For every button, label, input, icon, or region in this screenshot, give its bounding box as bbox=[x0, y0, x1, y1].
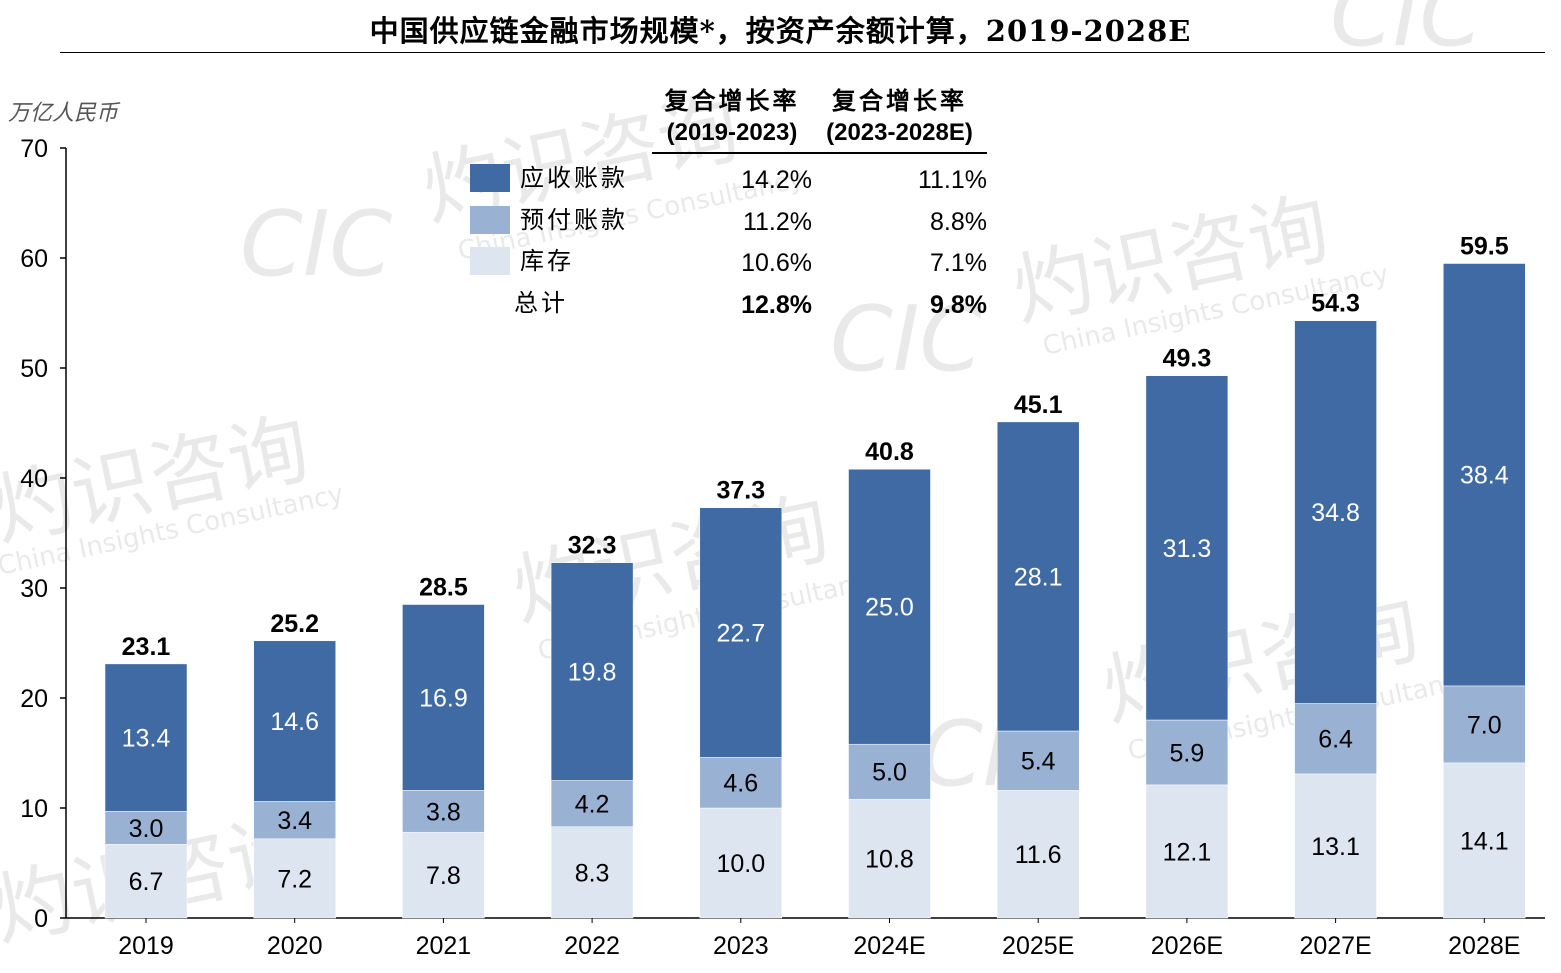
data-label-receivables: 19.8 bbox=[568, 659, 617, 687]
bar-segment-prepayments bbox=[996, 730, 1080, 791]
total-label: 54.3 bbox=[1311, 290, 1360, 318]
x-tick-label: 2023 bbox=[713, 932, 769, 960]
bar-segment-inventory bbox=[699, 807, 783, 919]
x-tick-label: 2021 bbox=[416, 932, 472, 960]
data-label-receivables: 14.6 bbox=[270, 708, 319, 736]
bar-segment-inventory bbox=[1443, 762, 1526, 919]
x-tick-label: 2024E bbox=[853, 932, 925, 960]
bar-segment-inventory bbox=[104, 844, 188, 919]
data-label-inventory: 7.2 bbox=[277, 865, 312, 893]
data-label-inventory: 11.6 bbox=[1015, 841, 1062, 869]
total-label: 28.5 bbox=[419, 574, 468, 602]
bar-segment-prepayments bbox=[699, 757, 783, 809]
bar-segment-receivables bbox=[1443, 263, 1526, 687]
total-label: 40.8 bbox=[865, 438, 914, 466]
x-tick-label: 2022 bbox=[564, 932, 620, 960]
y-tick-label: 20 bbox=[20, 685, 48, 713]
y-axis-label: 万亿人民币 bbox=[8, 101, 121, 126]
data-label-inventory: 14.1 bbox=[1460, 827, 1509, 855]
total-label: 37.3 bbox=[716, 477, 765, 505]
data-label-receivables: 25.0 bbox=[865, 594, 914, 622]
watermark-logo: CIC bbox=[240, 192, 392, 297]
data-label-prepayments: 4.6 bbox=[723, 770, 758, 798]
bar-segment-receivables bbox=[699, 507, 783, 758]
total-label: 45.1 bbox=[1014, 391, 1063, 419]
bar-segment-receivables bbox=[848, 468, 931, 745]
bar-segment-receivables bbox=[1294, 320, 1377, 704]
data-label-prepayments: 6.4 bbox=[1318, 726, 1353, 754]
bar-segment-receivables bbox=[253, 640, 336, 802]
data-label-prepayments: 7.0 bbox=[1467, 711, 1502, 739]
data-label-inventory: 6.7 bbox=[129, 868, 164, 896]
data-label-receivables: 16.9 bbox=[419, 684, 468, 712]
bar-segment-prepayments bbox=[550, 780, 634, 827]
y-tick-label: 40 bbox=[20, 465, 48, 493]
data-label-prepayments: 4.2 bbox=[575, 791, 610, 819]
y-tick-label: 70 bbox=[20, 135, 48, 163]
y-tick-label: 60 bbox=[20, 245, 48, 273]
bar-segment-inventory bbox=[996, 790, 1080, 919]
bar-segment-inventory bbox=[253, 838, 336, 919]
bar-segment-prepayments bbox=[1443, 685, 1526, 764]
data-label-receivables: 38.4 bbox=[1460, 462, 1509, 490]
watermark-logo: CIC bbox=[1330, 0, 1482, 67]
data-label-prepayments: 5.9 bbox=[1170, 739, 1205, 767]
data-label-inventory: 10.8 bbox=[865, 846, 914, 874]
data-label-receivables: 28.1 bbox=[1014, 563, 1063, 591]
x-tick-label: 2019 bbox=[118, 932, 174, 960]
bar-segment-inventory bbox=[1145, 784, 1229, 919]
data-label-prepayments: 3.0 bbox=[129, 815, 164, 843]
data-label-receivables: 31.3 bbox=[1163, 535, 1212, 563]
x-tick-label: 2026E bbox=[1151, 932, 1223, 960]
x-tick-label: 2028E bbox=[1448, 932, 1520, 960]
data-label-receivables: 22.7 bbox=[716, 620, 765, 648]
total-label: 49.3 bbox=[1163, 345, 1212, 373]
bar-segment-receivables bbox=[402, 604, 485, 791]
data-label-inventory: 10.0 bbox=[716, 850, 765, 878]
data-label-prepayments: 5.0 bbox=[872, 759, 907, 787]
bar-segment-receivables bbox=[104, 663, 188, 812]
title-divider bbox=[60, 52, 1545, 53]
data-label-receivables: 13.4 bbox=[122, 725, 171, 753]
x-tick-label: 2025E bbox=[1002, 932, 1074, 960]
bar-segment-prepayments bbox=[1294, 703, 1377, 775]
total-label: 32.3 bbox=[568, 532, 617, 560]
data-label-inventory: 13.1 bbox=[1311, 833, 1360, 861]
total-label: 23.1 bbox=[122, 633, 171, 661]
x-tick-label: 2020 bbox=[267, 932, 323, 960]
bar-segment-inventory bbox=[550, 826, 634, 919]
bar-segment-prepayments bbox=[1145, 719, 1229, 786]
y-tick-label: 10 bbox=[20, 795, 48, 823]
bar-segment-receivables bbox=[1145, 375, 1229, 721]
bar-segment-prepayments bbox=[402, 790, 485, 833]
bar-segment-prepayments bbox=[253, 801, 336, 840]
bar-segment-prepayments bbox=[848, 743, 931, 800]
data-label-receivables: 34.8 bbox=[1311, 499, 1360, 527]
data-label-prepayments: 3.8 bbox=[426, 798, 461, 826]
y-tick-label: 0 bbox=[34, 905, 48, 933]
total-label: 59.5 bbox=[1460, 233, 1509, 261]
bar-segment-prepayments bbox=[104, 811, 188, 845]
watermark-logo: CIC bbox=[830, 287, 982, 392]
x-tick-label: 2027E bbox=[1299, 932, 1371, 960]
data-label-inventory: 7.8 bbox=[426, 862, 461, 890]
bar-segment-inventory bbox=[1294, 773, 1377, 919]
chart-title: 中国供应链金融市场规模*，按资产余额计算，2019-2028E bbox=[369, 14, 1192, 48]
total-label: 25.2 bbox=[270, 610, 319, 638]
y-tick-label: 50 bbox=[20, 355, 48, 383]
data-label-inventory: 8.3 bbox=[575, 859, 610, 887]
data-label-prepayments: 5.4 bbox=[1021, 748, 1056, 776]
data-label-inventory: 12.1 bbox=[1163, 838, 1212, 866]
bar-segment-receivables bbox=[996, 421, 1080, 732]
bar-segment-inventory bbox=[402, 831, 485, 919]
bar-segment-receivables bbox=[550, 562, 634, 781]
y-tick-label: 30 bbox=[20, 575, 48, 603]
data-label-prepayments: 3.4 bbox=[277, 807, 312, 835]
